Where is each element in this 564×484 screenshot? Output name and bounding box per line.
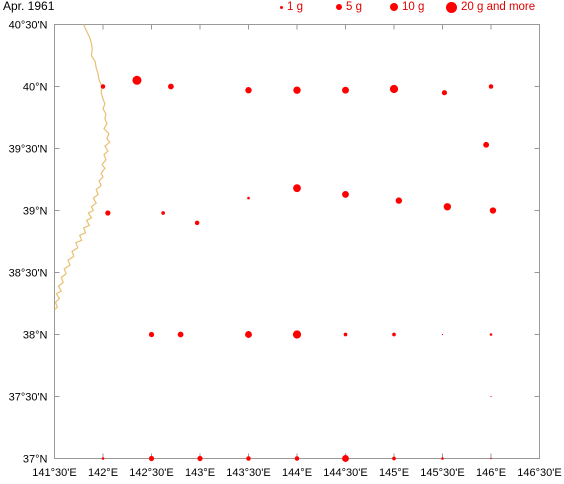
- lat-tick-label: 37°N: [23, 454, 48, 466]
- sample-point: [489, 333, 493, 336]
- lon-tick-label: 143°E: [185, 467, 215, 479]
- sample-point: [101, 457, 105, 460]
- coastline: [54, 24, 111, 311]
- lat-tick-label: 38°30'N: [9, 268, 48, 280]
- legend-marker-20g: [446, 1, 457, 13]
- legend-label-10g: 10 g: [402, 1, 425, 13]
- axis-ticks: [54, 24, 540, 459]
- lon-tick-label: 144°E: [282, 467, 312, 479]
- sample-point: [105, 210, 111, 216]
- legend-item-20g: 20 g and more: [446, 1, 535, 17]
- sample-point: [441, 457, 444, 460]
- sample-point: [483, 141, 490, 148]
- legend-item-1g: 1 g: [280, 1, 303, 17]
- lon-tick-label: 145°E: [379, 467, 409, 479]
- sample-point: [194, 220, 200, 226]
- lon-tick-label: 144°30'E: [323, 467, 367, 479]
- sample-point: [490, 395, 492, 398]
- sample-point: [395, 197, 403, 204]
- sample-point: [246, 456, 251, 461]
- legend-label-5g: 5 g: [346, 1, 362, 13]
- sample-point: [342, 86, 349, 94]
- sample-point: [293, 184, 301, 193]
- legend: 1 g 5 g 10 g 20 g and more: [272, 0, 564, 20]
- sample-point: [389, 84, 399, 94]
- sample-point: [490, 457, 492, 460]
- map-title: Apr. 1961: [3, 0, 55, 13]
- sample-point: [441, 90, 448, 96]
- legend-label-1g: 1 g: [287, 1, 303, 13]
- lat-tick-label: 40°30'N: [9, 20, 48, 32]
- sample-point: [342, 455, 349, 462]
- sample-point: [488, 84, 494, 89]
- lat-tick-label: 40°N: [23, 82, 48, 94]
- lon-tick-label: 145°30'E: [420, 467, 464, 479]
- sample-point: [293, 86, 301, 94]
- sample-point: [443, 203, 452, 211]
- lon-tick-label: 141°30'E: [32, 467, 76, 479]
- sample-point: [489, 207, 497, 214]
- sample-point: [441, 333, 444, 336]
- legend-marker-1g: [280, 5, 283, 9]
- sample-point: [294, 456, 300, 461]
- lat-tick-label: 37°30'N: [9, 392, 48, 404]
- sample-point: [392, 456, 396, 461]
- sample-point: [177, 331, 184, 338]
- lon-tick-label: 142°30'E: [129, 467, 173, 479]
- sample-point: [292, 330, 302, 339]
- lat-tick-label: 39°N: [23, 206, 48, 218]
- sample-point: [247, 196, 250, 200]
- axis-labels: 141°30'E 142°E 142°30'E 143°E 143°30'E 144°E 1…: [9, 20, 562, 480]
- legend-item-10g: 10 g: [390, 1, 424, 17]
- sample-point: [132, 75, 142, 85]
- sample-point: [342, 190, 349, 198]
- sample-point: [100, 84, 106, 89]
- sample-point: [245, 87, 252, 94]
- lat-tick-label: 39°30'N: [9, 144, 48, 156]
- sample-point: [148, 455, 155, 462]
- sample-point: [245, 331, 252, 338]
- sample-point: [167, 83, 174, 90]
- legend-label-20g: 20 g and more: [461, 1, 536, 13]
- lat-tick-label: 38°N: [23, 330, 48, 342]
- lon-tick-label: 146°E: [476, 467, 506, 479]
- lon-tick-label: 142°E: [88, 467, 118, 479]
- legend-marker-10g: [390, 3, 398, 11]
- sample-point: [148, 331, 155, 338]
- sample-point: [392, 332, 396, 337]
- sample-point: [161, 211, 165, 215]
- lon-tick-label: 146°30'E: [517, 467, 561, 479]
- lon-tick-label: 143°30'E: [226, 467, 270, 479]
- sample-points: [100, 75, 497, 462]
- sample-point: [343, 332, 348, 337]
- legend-marker-5g: [336, 4, 342, 10]
- sample-point: [197, 455, 203, 462]
- legend-item-5g: 5 g: [336, 1, 362, 17]
